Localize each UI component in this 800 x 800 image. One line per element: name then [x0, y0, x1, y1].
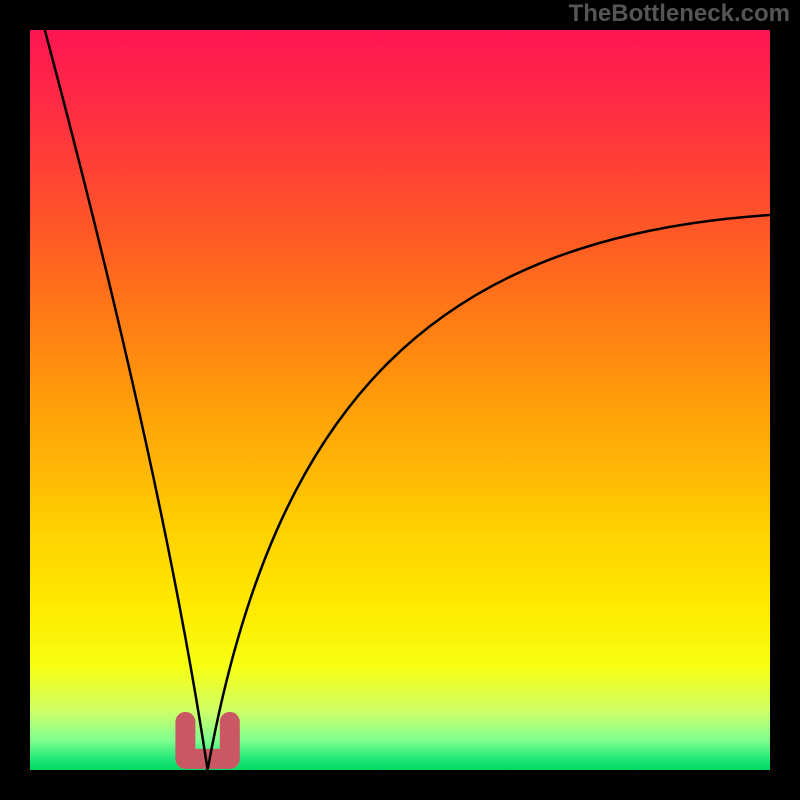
chart-container: TheBottleneck.com: [0, 0, 800, 800]
watermark-text: TheBottleneck.com: [569, 0, 790, 28]
bottleneck-chart: [0, 0, 800, 800]
plot-background: [30, 30, 770, 770]
